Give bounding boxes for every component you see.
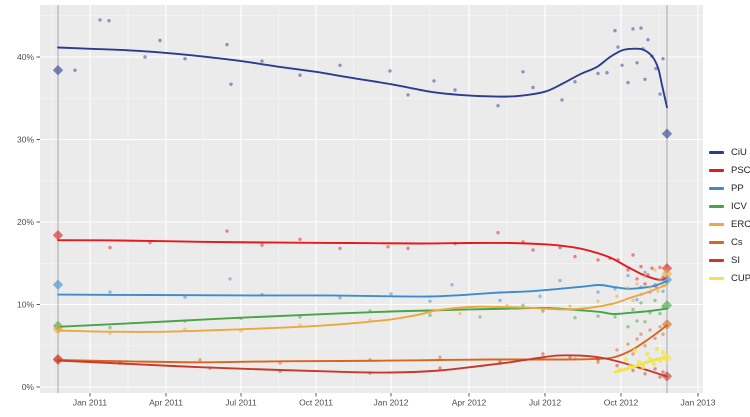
legend-item-CUP: CUP	[709, 272, 750, 285]
result-2010-PP	[52, 279, 64, 290]
trend-line-SI	[57, 354, 668, 378]
result-2012-ERC	[661, 268, 673, 280]
legend-item-PSC: PSC	[709, 164, 750, 177]
result-2010-ERC	[52, 324, 64, 335]
legend-label: PP	[731, 183, 744, 194]
y-tick-label: 30%	[17, 135, 34, 145]
x-tick-label: Apr 2012	[452, 398, 487, 408]
legend-swatch-PSC	[709, 169, 724, 172]
trend-line-CiU	[57, 46, 668, 109]
y-tick-label: 40%	[17, 52, 34, 62]
axis-labels: Jan 2011 Apr 2011 Jul 2011 Oct 2011 Jan 2012…	[17, 52, 716, 408]
legend-swatch-PP	[709, 187, 724, 190]
series-ICV	[52, 298, 673, 332]
x-tick-label: Oct 2012	[604, 398, 639, 408]
series-CiU	[52, 18, 673, 139]
x-tick-label: Oct 2011	[299, 398, 333, 408]
legend-item-ERC: ERC	[709, 218, 750, 231]
x-tick-label: Apr 2011	[149, 398, 183, 408]
legend-swatch-ICV	[709, 205, 724, 208]
series-SI	[52, 352, 673, 382]
legend-item-ICV: ICV	[709, 200, 750, 213]
legend-label: ICV	[731, 201, 747, 212]
legend-item-SI: SI	[709, 254, 750, 267]
legend-label: CUP	[731, 273, 750, 284]
axis-ticks	[36, 56, 699, 397]
trend-line-Cs	[57, 324, 668, 364]
legend-item-Cs: Cs	[709, 236, 750, 249]
result-2010-SI	[52, 354, 64, 365]
result-2010-PSC	[52, 230, 64, 241]
x-tick-label: Jul 2011	[225, 398, 257, 408]
y-tick-label: 0%	[22, 382, 35, 392]
legend-item-PP: PP	[709, 182, 750, 195]
y-tick-label: 10%	[17, 300, 34, 310]
legend-label: PSC	[731, 165, 750, 176]
legend-swatch-CUP	[709, 277, 724, 280]
x-tick-label: Jan 2012	[374, 398, 409, 408]
trend-line-ICV	[57, 306, 668, 328]
y-tick-label: 20%	[17, 217, 34, 227]
x-tick-label: Jan 2013	[681, 398, 716, 408]
legend-swatch-SI	[709, 259, 724, 262]
trend-line-CUP	[613, 355, 669, 374]
legend-swatch-Cs	[709, 241, 724, 244]
legend-swatch-CiU	[709, 151, 724, 154]
legend-label: Cs	[731, 237, 743, 248]
result-2012-PP	[661, 274, 673, 285]
legend-label: ERC	[731, 219, 750, 230]
result-2010-CiU	[52, 65, 64, 76]
result-2012-SI	[661, 371, 673, 382]
legend-item-CiU: CiU	[709, 146, 750, 159]
legend-swatch-ERC	[709, 223, 724, 226]
polls-ERC	[108, 268, 667, 336]
trend-line-ERC	[57, 283, 668, 333]
result-2012-Cs	[661, 319, 673, 330]
polls-PSC	[108, 229, 665, 289]
legend-label: SI	[731, 255, 740, 266]
grid-major	[40, 5, 703, 393]
result-2012-ICV	[661, 300, 673, 311]
x-tick-label: Jul 2012	[529, 398, 561, 408]
polls-CiU	[73, 18, 665, 108]
legend-label: CiU	[731, 147, 747, 158]
result-2012-CUP	[661, 352, 673, 364]
result-2012-CiU	[661, 128, 673, 139]
series-CUP	[613, 346, 673, 374]
x-tick-label: Jan 2011	[73, 398, 108, 408]
chart-legend: CiU PSC PP ICV ERC Cs SI CUP	[709, 146, 750, 285]
trend-line-PP	[57, 280, 668, 298]
series-ERC	[52, 268, 673, 336]
